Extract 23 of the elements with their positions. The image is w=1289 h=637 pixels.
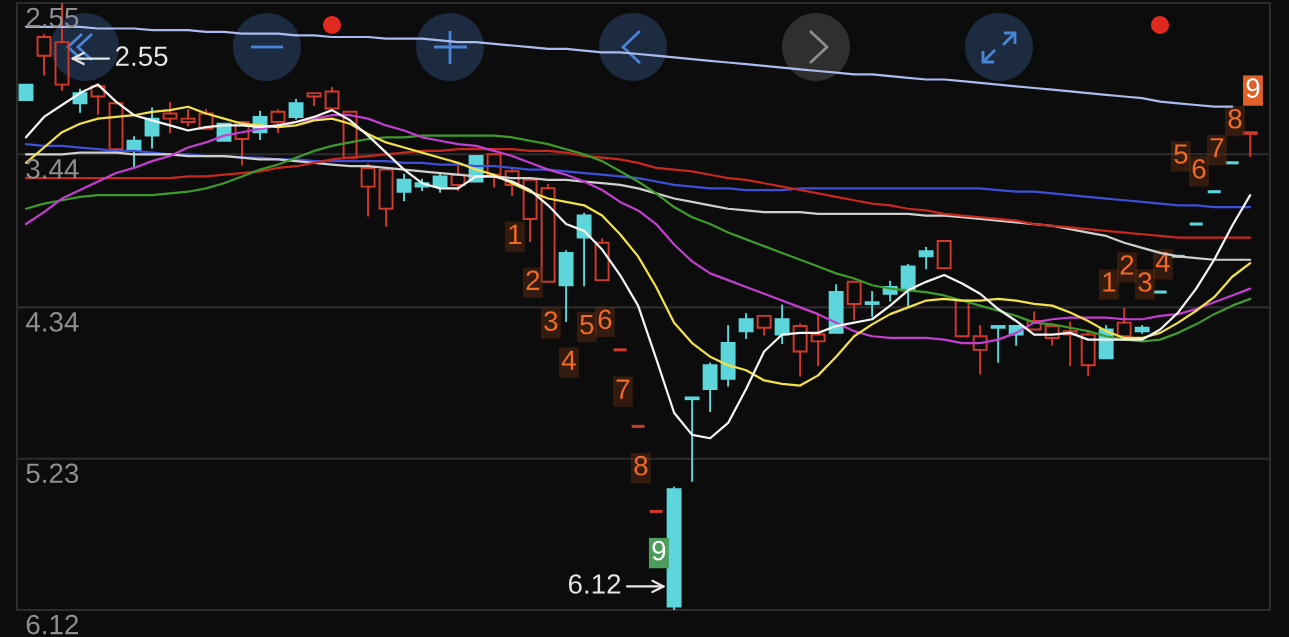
- text: 6: [1192, 159, 1206, 179]
- text: 6: [598, 309, 612, 330]
- text: 7: [1210, 138, 1224, 158]
- text: 3: [544, 311, 558, 331]
- text: 8: [634, 455, 648, 476]
- y-tick-label: 6.12: [26, 614, 78, 635]
- annotation: 6.12: [568, 574, 621, 594]
- text: 3: [1138, 272, 1152, 292]
- y-tick-label: 3.44: [26, 159, 79, 179]
- text: 2: [1120, 255, 1134, 275]
- text: 5: [1174, 144, 1188, 164]
- text: 1: [1103, 272, 1116, 292]
- y-tick-label: 5.23: [26, 463, 79, 484]
- text: 1: [509, 224, 522, 244]
- annotation: 2.55: [115, 46, 168, 67]
- text: 8: [1228, 108, 1242, 129]
- text: 5: [580, 314, 594, 335]
- text: 4: [561, 350, 576, 370]
- text: 7: [616, 379, 630, 399]
- text: 2: [526, 270, 540, 290]
- y-tick-label: 4.34: [25, 312, 79, 332]
- text: 9: [1246, 78, 1260, 99]
- text: 9: [652, 540, 666, 561]
